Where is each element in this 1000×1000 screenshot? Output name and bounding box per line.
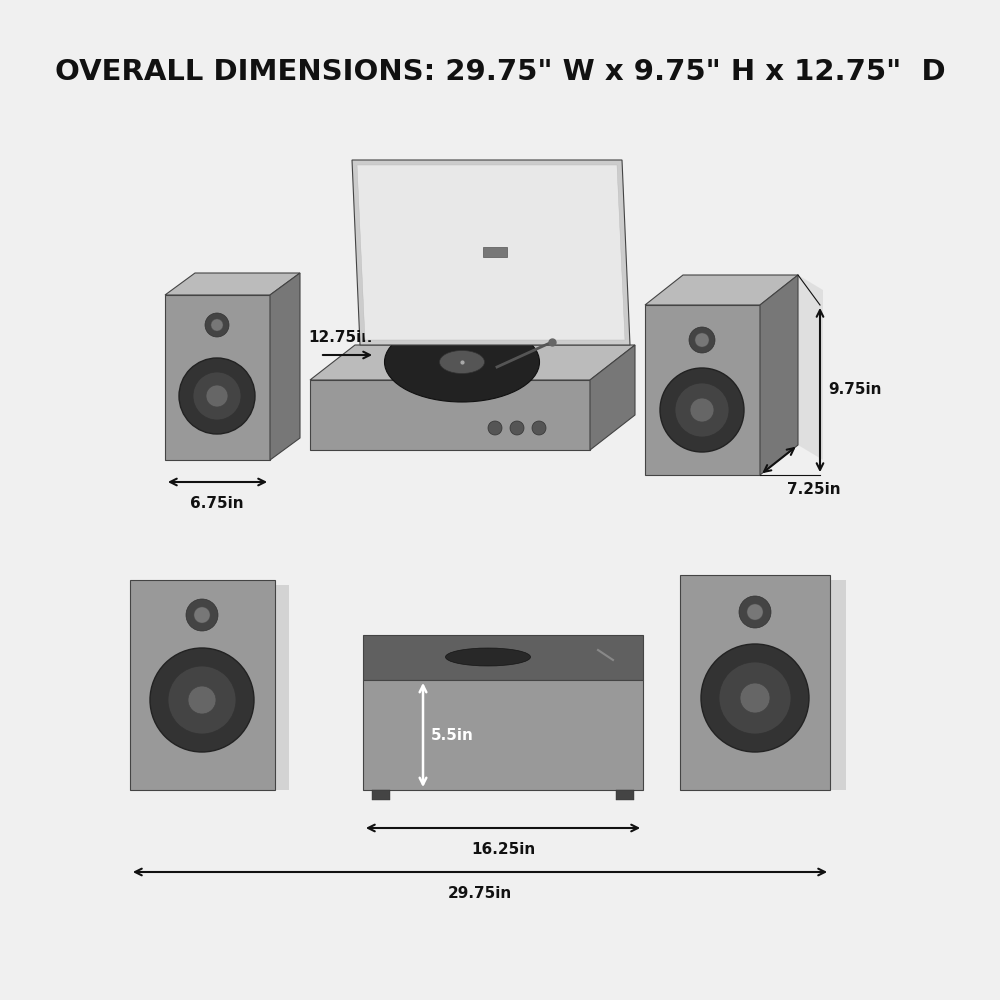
Bar [483,247,507,257]
Circle shape [510,421,524,435]
Circle shape [747,604,763,620]
Bar [275,585,289,790]
Circle shape [719,662,791,734]
Polygon shape [310,345,635,380]
Circle shape [675,383,729,437]
Polygon shape [590,345,635,450]
Polygon shape [645,275,798,305]
Polygon shape [165,295,270,460]
Circle shape [168,666,236,734]
Circle shape [695,333,709,347]
Polygon shape [165,273,300,295]
Text: 16.25in: 16.25in [471,842,535,857]
Circle shape [179,358,255,434]
Circle shape [689,327,715,353]
Circle shape [188,686,216,714]
Circle shape [660,368,744,452]
Circle shape [206,385,228,407]
Circle shape [690,398,714,422]
Text: 7.25in: 7.25in [787,482,841,497]
Bar [363,680,643,790]
Circle shape [488,421,502,435]
Circle shape [740,683,770,713]
Text: 29.75in: 29.75in [448,886,512,901]
Circle shape [739,596,771,628]
Circle shape [194,607,210,623]
Bar [616,790,634,800]
Ellipse shape [446,648,530,666]
Ellipse shape [384,322,540,402]
Text: 12.75in: 12.75in [308,330,372,345]
Bar [680,575,830,790]
Polygon shape [270,273,300,460]
Ellipse shape [440,351,484,373]
Text: 9.75in: 9.75in [828,382,882,397]
Circle shape [701,644,809,752]
Circle shape [211,319,223,331]
Circle shape [150,648,254,752]
Bar [130,580,275,790]
Text: OVERALL DIMENSIONS: 29.75" W x 9.75" H x 12.75"  D: OVERALL DIMENSIONS: 29.75" W x 9.75" H x… [55,58,945,86]
Polygon shape [352,160,630,345]
Bar [363,635,643,680]
Polygon shape [760,275,798,475]
Circle shape [532,421,546,435]
Circle shape [186,599,218,631]
Polygon shape [645,305,760,475]
Polygon shape [310,380,590,450]
Circle shape [193,372,241,420]
Polygon shape [798,275,823,460]
Bar [830,580,846,790]
Text: 5.5in: 5.5in [431,728,474,742]
Circle shape [205,313,229,337]
Bar [372,790,390,800]
Text: 6.75in: 6.75in [190,496,244,511]
Polygon shape [357,165,625,340]
